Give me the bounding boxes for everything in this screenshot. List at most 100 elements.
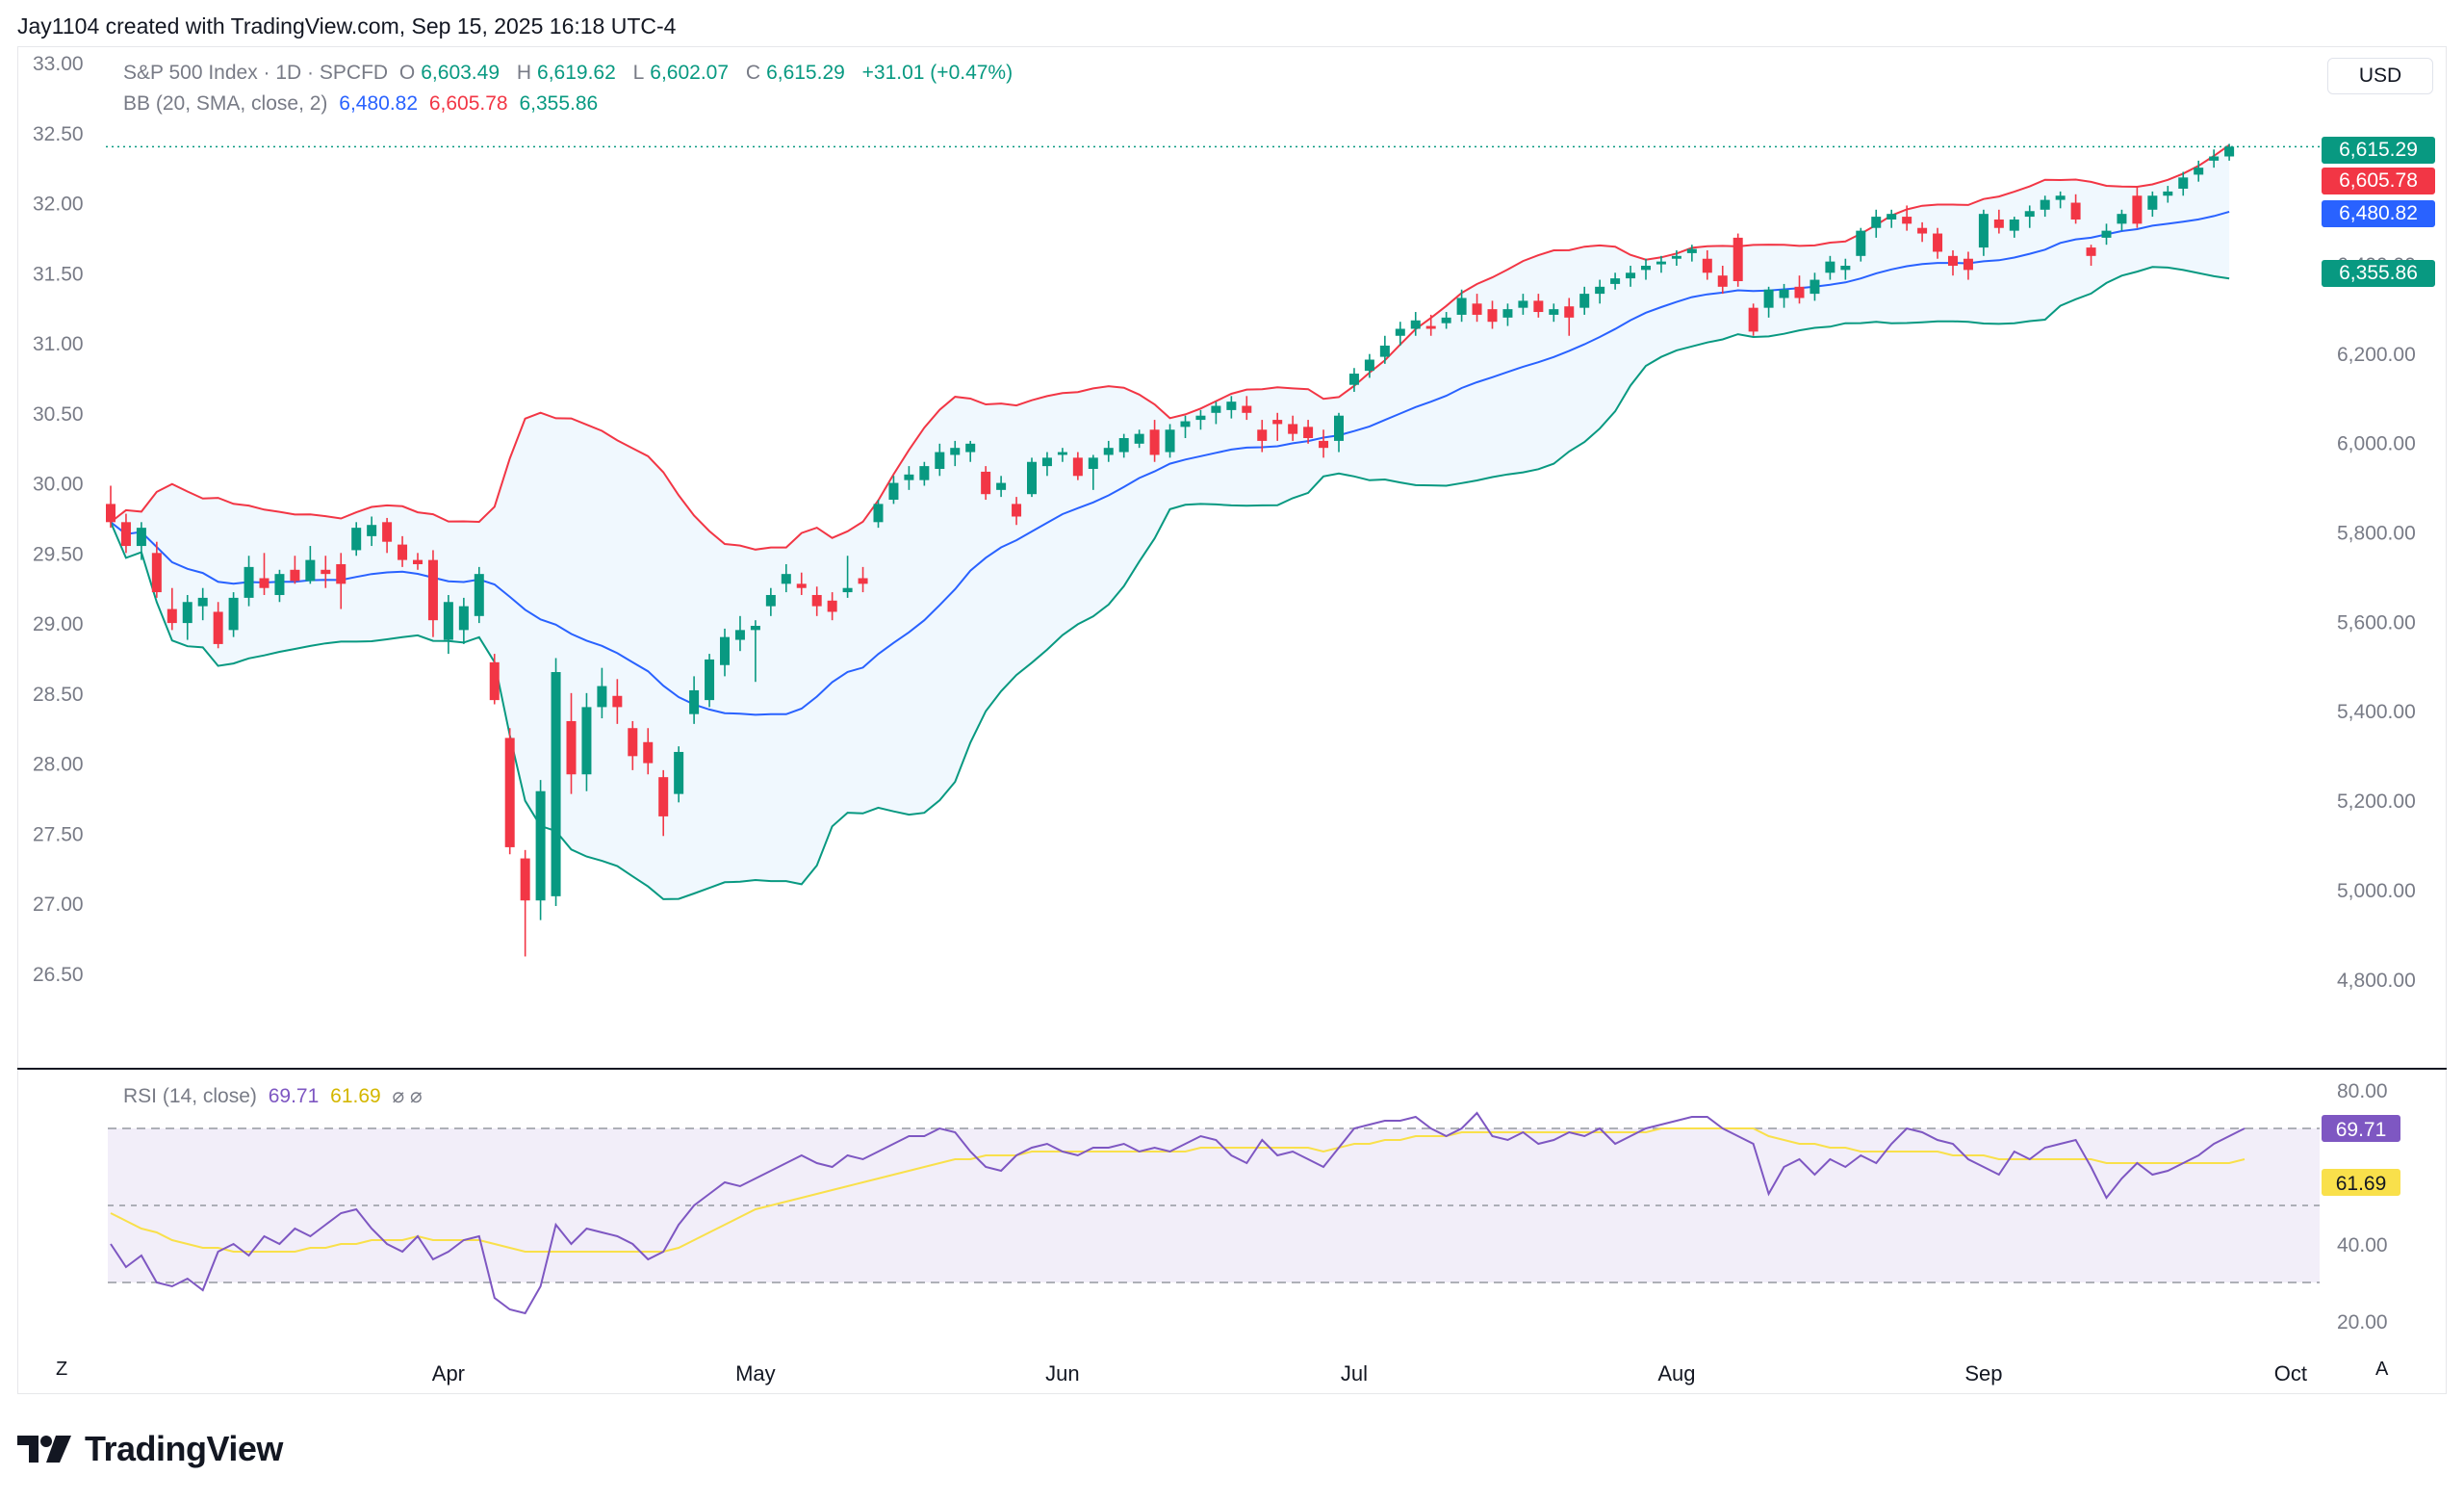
candle-body <box>336 563 346 584</box>
candle-body <box>1963 258 1973 271</box>
currency-button[interactable]: USD <box>2327 58 2433 94</box>
candle-body <box>2055 195 2066 200</box>
x-axis-month-label: Sep <box>1964 1361 2002 1385</box>
candle-body <box>1364 359 1374 372</box>
left-axis-tick: 32.00 <box>33 194 84 216</box>
candle-body <box>827 600 837 612</box>
candle-body <box>1195 415 1206 421</box>
candle-body <box>965 443 976 453</box>
auto-scale-button[interactable]: A <box>2375 1359 2389 1380</box>
candle-body <box>398 544 408 560</box>
left-axis-tick: 30.00 <box>33 474 84 496</box>
x-axis-month-label: May <box>735 1361 776 1385</box>
rsi-axis-tick: 80.00 <box>2337 1080 2388 1102</box>
candle-body <box>551 672 561 896</box>
candle-body <box>1012 504 1022 517</box>
candle-body <box>1134 433 1144 444</box>
high-value: 6,619.62 <box>537 62 616 84</box>
candle-body <box>1348 374 1359 385</box>
bb-legend: BB (20, SMA, close, 2) 6,480.82 6,605.78… <box>123 92 603 116</box>
bb-lower-value: 6,355.86 <box>519 92 599 115</box>
candle-body <box>1257 429 1268 441</box>
candle-body <box>1825 261 1835 273</box>
candle-body <box>274 574 285 595</box>
candle-body <box>1671 255 1681 259</box>
candle-body <box>720 636 730 665</box>
candle-body <box>1656 261 1666 265</box>
rsi-line <box>110 1111 2246 1315</box>
candle-body <box>1579 294 1590 308</box>
candle-body <box>2040 199 2050 210</box>
tradingview-logo: TradingView <box>17 1429 283 1469</box>
candle-body <box>458 606 469 631</box>
candle-body <box>1456 298 1467 315</box>
high-label: H <box>516 62 532 84</box>
candle-body <box>1180 421 1191 427</box>
candle-body <box>1288 424 1298 434</box>
left-axis-tick: 27.50 <box>33 823 84 845</box>
rsi-value-tag-text: 69.71 <box>2336 1119 2387 1141</box>
candle-body <box>950 448 961 455</box>
candle-body <box>873 504 884 523</box>
chart-canvas[interactable]: 33.00 32.50 32.00 31.50 31.00 30.50 30.00 29.50… <box>0 0 2464 1425</box>
candle-body <box>1425 325 1436 329</box>
x-axis-month-label: Jul <box>1341 1361 1368 1385</box>
candle-body <box>1902 217 1912 224</box>
open-label: O <box>398 62 416 84</box>
close-label: C <box>745 62 761 84</box>
left-axis-tick: 27.00 <box>33 893 84 916</box>
zoom-button[interactable]: Z <box>56 1359 68 1380</box>
candle-body <box>1041 457 1052 467</box>
candle-body <box>1395 328 1405 336</box>
bb-basis-line <box>110 210 2230 716</box>
bb-upper-tag: 6,605.78 <box>2322 168 2435 194</box>
candle-body <box>305 559 316 582</box>
x-axis-month-label: Apr <box>432 1361 465 1385</box>
candle-body <box>2178 177 2189 189</box>
candle-body <box>2024 211 2035 218</box>
candle-body <box>1319 440 1329 449</box>
left-axis-tick: 26.50 <box>33 964 84 986</box>
candle-body <box>1810 279 1820 295</box>
candle-body <box>1917 227 1928 234</box>
rsi-visibility-icons[interactable]: ⌀ ⌀ <box>392 1085 423 1107</box>
candle-body <box>1871 217 1882 228</box>
candle-body <box>228 597 239 631</box>
candle-body <box>811 594 822 607</box>
rsi-ma-value: 61.69 <box>330 1085 381 1107</box>
rsi-ma-tag-text: 61.69 <box>2336 1173 2387 1195</box>
candle-body <box>1856 230 1866 256</box>
right-axis-tick: 5,400.00 <box>2337 701 2416 723</box>
right-axis-tick: 6,000.00 <box>2337 433 2416 455</box>
candle-body <box>2194 168 2204 175</box>
bb-lower-tag: 6,355.86 <box>2322 260 2435 287</box>
bb-basis-value: 6,480.82 <box>339 92 419 115</box>
candle-body <box>612 695 623 708</box>
left-axis-tick: 31.00 <box>33 333 84 355</box>
candle-body <box>474 574 484 616</box>
tradingview-logo-icon <box>17 1436 71 1463</box>
right-axis-tick: 5,600.00 <box>2337 611 2416 634</box>
candle-body <box>1948 255 1958 267</box>
bb-label: BB (20, SMA, close, 2) <box>123 92 328 115</box>
candle-body <box>2132 195 2143 224</box>
candle-body <box>858 578 868 584</box>
candle-body <box>981 471 991 495</box>
right-axis-tick: 5,200.00 <box>2337 790 2416 813</box>
candle-body <box>321 569 331 575</box>
candle-body <box>781 574 791 584</box>
candle-body <box>1886 214 1897 220</box>
candle-body <box>597 686 607 708</box>
left-axis-tick: 28.00 <box>33 754 84 776</box>
candle-body <box>1993 219 2004 228</box>
candle-body <box>1226 401 1237 410</box>
left-axis-tick: 28.50 <box>33 684 84 706</box>
candle-body <box>1641 266 1651 271</box>
candle-body <box>765 594 776 607</box>
candle-body <box>1303 427 1314 438</box>
candle-body <box>2117 214 2127 224</box>
candle-body <box>1211 405 1221 413</box>
bb-basis-tag: 6,480.82 <box>2322 200 2435 227</box>
candle-body <box>750 626 760 631</box>
candle-body <box>535 790 546 901</box>
